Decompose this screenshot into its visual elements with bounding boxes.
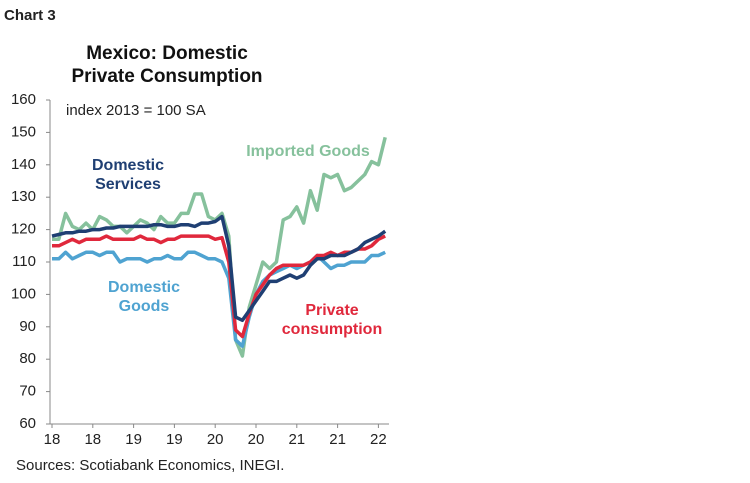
subtitle: index 2013 = 100 SA xyxy=(66,102,206,119)
series-label: Imported Goods xyxy=(246,143,370,160)
y-tick-label: 140 xyxy=(11,156,36,173)
series-line xyxy=(52,250,386,348)
y-tick-label: 160 xyxy=(11,91,36,108)
source: Sources: Scotiabank Economics, INEGI. xyxy=(16,457,284,474)
x-tick-label: 21 xyxy=(329,431,346,448)
y-tick-label: 60 xyxy=(19,415,36,432)
y-tick-label: 120 xyxy=(11,221,36,238)
chart-label: Chart 3 xyxy=(4,7,56,24)
x-tick-label: 18 xyxy=(44,431,61,448)
x-tick-label: 19 xyxy=(125,431,142,448)
x-tick-label: 20 xyxy=(207,431,224,448)
y-tick-label: 110 xyxy=(12,253,36,270)
series-line xyxy=(51,214,387,323)
series-line xyxy=(52,234,386,339)
series-label: Private consumption xyxy=(281,302,383,338)
series-label: Domestic Services xyxy=(91,157,165,193)
chart-title: Mexico: Domestic Private Consumption xyxy=(71,43,263,87)
x-tick-label: 21 xyxy=(288,431,305,448)
y-tick-label: 70 xyxy=(19,383,36,400)
x-tick-label: 22 xyxy=(370,431,387,448)
y-tick-label: 80 xyxy=(19,350,36,367)
x-tick-label: 19 xyxy=(166,431,183,448)
y-tick-label: 130 xyxy=(11,188,36,205)
x-tick-label: 18 xyxy=(84,431,101,448)
x-tick-label: 20 xyxy=(248,431,265,448)
y-tick-label: 150 xyxy=(11,123,36,140)
series-label: Domestic Goods xyxy=(107,279,181,315)
y-tick-label: 100 xyxy=(11,285,36,302)
y-tick-label: 90 xyxy=(19,318,36,335)
series-line xyxy=(52,136,387,358)
